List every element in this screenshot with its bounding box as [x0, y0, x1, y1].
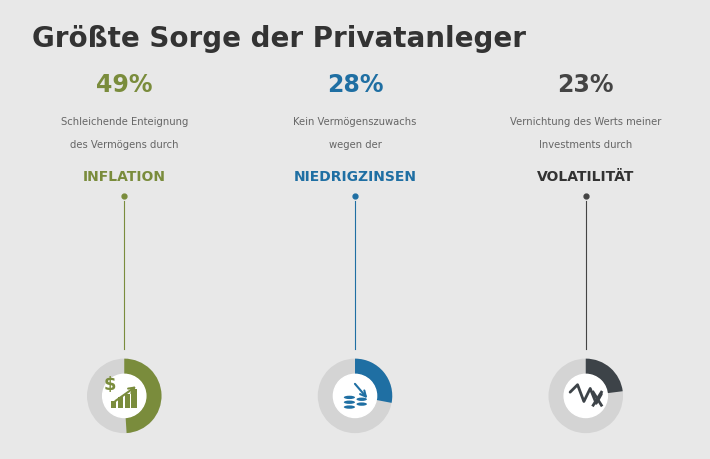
Text: Vernichtung des Werts meiner: Vernichtung des Werts meiner: [510, 117, 662, 127]
FancyBboxPatch shape: [125, 394, 130, 408]
Text: 49%: 49%: [96, 73, 153, 97]
FancyBboxPatch shape: [131, 389, 136, 408]
Ellipse shape: [356, 403, 367, 406]
Text: 28%: 28%: [327, 73, 383, 97]
Wedge shape: [355, 359, 392, 403]
Text: $: $: [104, 375, 116, 393]
Text: 23%: 23%: [557, 73, 614, 97]
FancyBboxPatch shape: [111, 401, 116, 408]
Text: INFLATION: INFLATION: [83, 170, 165, 184]
Text: wegen der: wegen der: [329, 140, 381, 150]
Circle shape: [103, 375, 146, 418]
Text: NIEDRIGZINSEN: NIEDRIGZINSEN: [293, 170, 417, 184]
Wedge shape: [124, 359, 161, 433]
Ellipse shape: [344, 405, 355, 409]
Text: Kein Vermögenszuwachs: Kein Vermögenszuwachs: [293, 117, 417, 127]
Ellipse shape: [344, 396, 355, 399]
Text: Investments durch: Investments durch: [539, 140, 633, 150]
Wedge shape: [549, 359, 623, 433]
Text: VOLATILITÄT: VOLATILITÄT: [537, 170, 635, 184]
Text: Schleichende Enteignung: Schleichende Enteignung: [60, 117, 188, 127]
Wedge shape: [586, 359, 623, 393]
Circle shape: [334, 375, 376, 418]
Wedge shape: [318, 359, 392, 433]
Circle shape: [564, 375, 607, 418]
Wedge shape: [87, 359, 161, 433]
Text: Größte Sorge der Privatanleger: Größte Sorge der Privatanleger: [32, 25, 526, 53]
Ellipse shape: [344, 401, 355, 404]
Text: des Vermögens durch: des Vermögens durch: [70, 140, 178, 150]
Ellipse shape: [356, 397, 367, 401]
FancyBboxPatch shape: [118, 397, 123, 408]
